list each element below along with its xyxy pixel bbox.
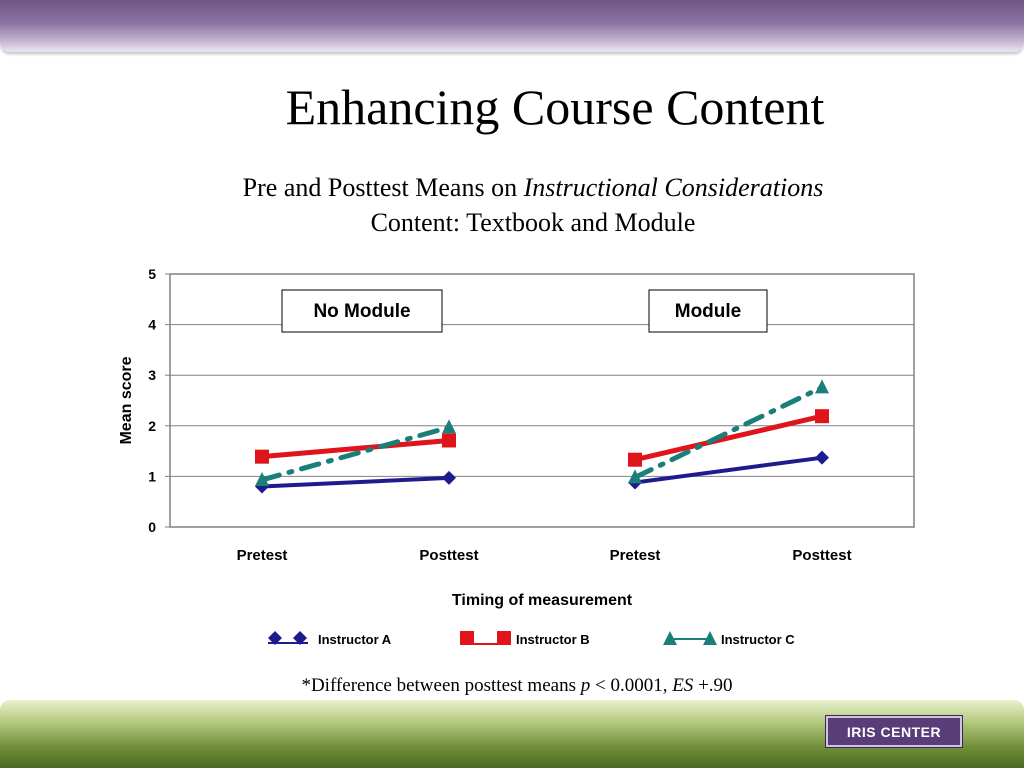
x-tick-label: Posttest <box>792 547 851 564</box>
series-line-square <box>632 413 825 463</box>
y-axis-label: Mean score <box>118 356 135 444</box>
legend-marker-square <box>497 631 511 645</box>
group-label: No Module <box>313 301 410 322</box>
y-tick-label: 0 <box>148 519 156 535</box>
x-tick-label: Posttest <box>419 547 478 564</box>
legend-label: Instructor A <box>318 632 392 647</box>
series-line-diamond <box>633 455 824 485</box>
slide-title: Enhancing Course Content <box>285 79 825 135</box>
data-point-diamond <box>442 470 456 485</box>
chart-subtitle-line1: Pre and Posttest Means on Instructional … <box>0 173 1024 203</box>
footnote-suffix: +.90 <box>693 675 733 696</box>
data-point-triangle <box>255 471 269 486</box>
footnote-p: p <box>580 675 591 696</box>
data-point-square <box>815 409 829 424</box>
legend-marker-triangle <box>663 631 677 645</box>
x-axis-label: Timing of measurement <box>452 592 633 609</box>
data-point-triangle <box>815 379 829 394</box>
x-tick-label: Pretest <box>237 547 288 564</box>
footnote-mid: < 0.0001, <box>590 675 673 696</box>
y-tick-label: 3 <box>148 367 156 383</box>
legend-marker-diamond <box>293 631 307 645</box>
group-label-box <box>281 289 443 333</box>
data-point-triangle <box>442 419 456 434</box>
series-line-diamond <box>260 475 451 489</box>
top-banner <box>0 0 1024 52</box>
series-line-triangle <box>259 424 452 483</box>
y-tick-label: 5 <box>148 266 156 282</box>
legend-label: Instructor C <box>721 632 795 647</box>
footnote-prefix: *Difference between posttest means <box>301 675 581 696</box>
footnote-es: ES <box>672 675 694 696</box>
legend-marker-diamond <box>268 631 282 645</box>
data-point-square <box>442 433 456 448</box>
subtitle-italic: Instructional Considerations <box>523 173 824 202</box>
iris-center-button[interactable]: IRIS CENTER <box>826 716 962 747</box>
y-tick-label: 2 <box>148 418 156 434</box>
legend-label: Instructor B <box>516 632 590 647</box>
y-tick-label: 1 <box>148 468 156 484</box>
line-chart: 0 1 2 3 4 5 Mean score Pretest Posttest Pretest Po… <box>118 266 915 647</box>
y-tick-label: 4 <box>148 317 156 333</box>
series-line-square <box>259 437 452 460</box>
group-label: Module <box>675 301 742 322</box>
data-point-square <box>255 449 269 464</box>
legend-marker-square <box>460 631 474 645</box>
subtitle-prefix: Pre and Posttest Means on <box>242 173 524 202</box>
legend-marker-triangle <box>703 631 717 645</box>
data-point-triangle <box>628 469 642 484</box>
data-point-diamond <box>815 450 829 465</box>
group-label-box <box>648 289 768 333</box>
data-point-square <box>628 452 642 467</box>
chart-subtitle-line2: Content: Textbook and Module <box>370 208 696 237</box>
series-line-triangle <box>632 384 825 480</box>
x-tick-label: Pretest <box>610 547 661 564</box>
footnote: *Difference between posttest means p < 0… <box>0 675 1024 697</box>
